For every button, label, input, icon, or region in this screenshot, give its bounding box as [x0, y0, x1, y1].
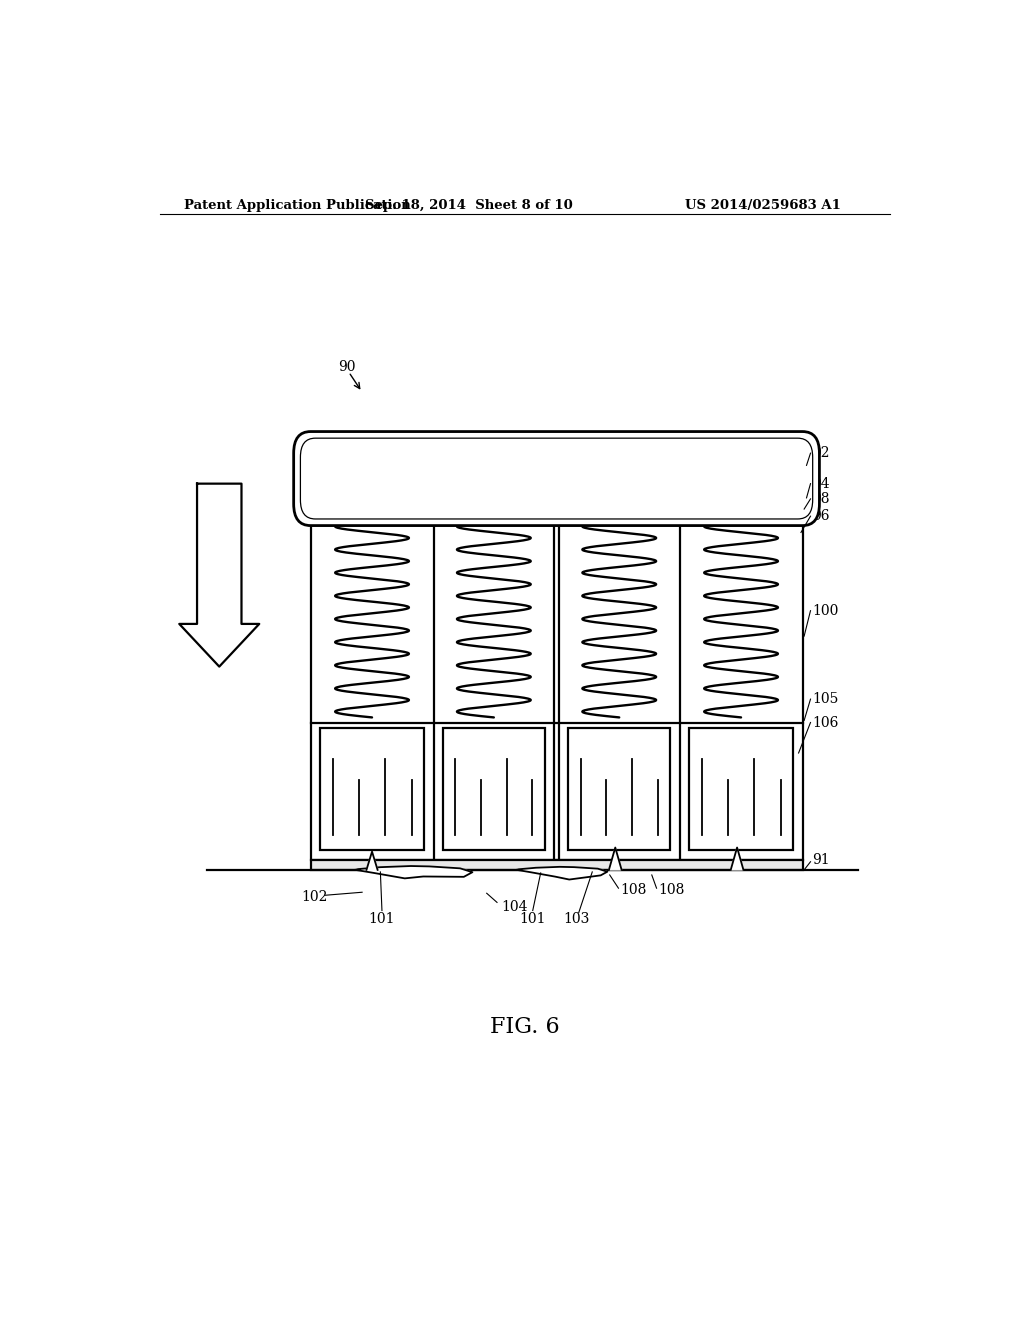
- Text: Patent Application Publication: Patent Application Publication: [183, 198, 411, 211]
- Polygon shape: [517, 867, 607, 879]
- Text: 106: 106: [812, 715, 839, 730]
- Text: 102: 102: [301, 890, 328, 904]
- Text: 94: 94: [812, 477, 829, 491]
- Text: 91: 91: [812, 853, 829, 867]
- Polygon shape: [310, 859, 803, 870]
- Polygon shape: [355, 866, 472, 878]
- Text: 98: 98: [812, 492, 829, 506]
- Text: Sep. 18, 2014  Sheet 8 of 10: Sep. 18, 2014 Sheet 8 of 10: [366, 198, 573, 211]
- Polygon shape: [367, 851, 378, 870]
- Text: 101: 101: [519, 912, 546, 925]
- Text: 92: 92: [812, 446, 829, 461]
- Polygon shape: [731, 847, 743, 870]
- Text: 108: 108: [658, 883, 684, 898]
- Text: 108: 108: [620, 883, 646, 898]
- Text: 96: 96: [812, 510, 829, 523]
- Text: US 2014/0259683 A1: US 2014/0259683 A1: [685, 198, 841, 211]
- Text: 103: 103: [563, 912, 589, 925]
- Text: 105: 105: [812, 692, 839, 706]
- Text: FIG. 6: FIG. 6: [490, 1016, 559, 1039]
- Polygon shape: [609, 847, 622, 870]
- Text: 101: 101: [369, 912, 395, 925]
- Text: 90: 90: [338, 360, 355, 374]
- Text: 104: 104: [501, 900, 527, 915]
- FancyBboxPatch shape: [300, 438, 813, 519]
- FancyBboxPatch shape: [294, 432, 819, 525]
- Polygon shape: [179, 483, 259, 667]
- Text: 100: 100: [812, 603, 839, 618]
